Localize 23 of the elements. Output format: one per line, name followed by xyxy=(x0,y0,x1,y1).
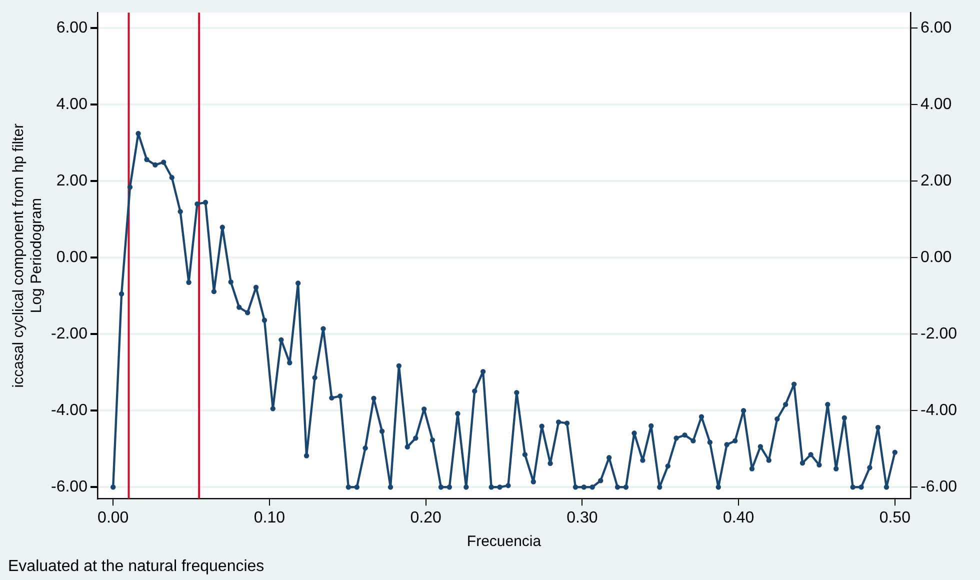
y-tick-label: 2.00 xyxy=(56,172,88,190)
y2-tick-label: 0.00 xyxy=(920,248,952,266)
y-tick-label: -4.00 xyxy=(51,402,88,419)
x-tick-label: 0.20 xyxy=(410,510,442,527)
y-tick-label: 4.00 xyxy=(56,96,88,113)
x-tick-label: 0.50 xyxy=(879,510,911,527)
x-tick-label: 0.30 xyxy=(566,510,598,527)
y2-tick-label: 2.00 xyxy=(920,172,952,190)
y-axis-title: iccasal cyclical component from hp filter Log Periodogram xyxy=(10,123,46,388)
x-tick-label: 0.40 xyxy=(722,510,754,527)
text: Evaluated at the natural frequencies xyxy=(8,558,264,575)
y-tick-label: -6.00 xyxy=(51,478,88,496)
x-axis-title: Frecuencia xyxy=(466,532,542,550)
y-tick-label: 0.00 xyxy=(56,248,88,266)
y2-tick-label: -2.00 xyxy=(920,325,958,342)
y-tick-label: 6.00 xyxy=(56,19,88,36)
y2-tick-label: -4.00 xyxy=(920,402,958,419)
y2-tick-label: 6.00 xyxy=(920,19,952,36)
x-tick-label: 0.00 xyxy=(98,510,129,527)
x-tick-label: 0.10 xyxy=(254,510,286,527)
y-tick-label: -2.00 xyxy=(51,325,88,342)
y2-tick-label: -6.00 xyxy=(920,478,958,496)
y2-tick-label: 4.00 xyxy=(920,96,952,113)
